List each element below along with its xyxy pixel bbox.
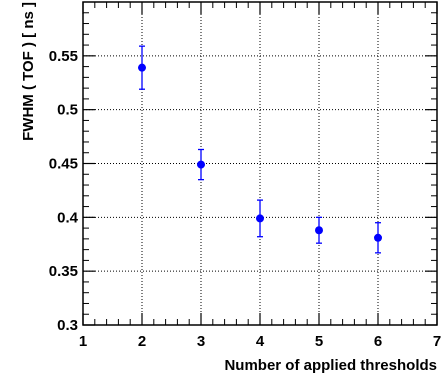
x-tick-label: 6 bbox=[374, 333, 382, 350]
y-axis-title: FWHM ( TOF ) [ ns ] bbox=[20, 2, 37, 141]
x-tick-label: 4 bbox=[256, 333, 265, 350]
axis-ticks bbox=[82, 2, 438, 326]
data-point bbox=[256, 214, 264, 223]
x-tick-label: 3 bbox=[197, 333, 205, 350]
x-tick-labels: 1 2 3 4 5 6 7 bbox=[79, 333, 441, 350]
y-tick-label: 0.35 bbox=[49, 263, 78, 280]
data-point bbox=[374, 233, 382, 242]
x-tick-label: 1 bbox=[79, 333, 87, 350]
data-series bbox=[138, 45, 382, 254]
y-tick-label: 0.55 bbox=[49, 48, 78, 65]
x-tick-label: 2 bbox=[138, 333, 146, 350]
x-tick-label: 7 bbox=[433, 333, 441, 350]
data-point bbox=[138, 63, 146, 72]
y-tick-label: 0.4 bbox=[57, 209, 79, 226]
data-point bbox=[197, 160, 205, 169]
y-tick-labels: 0.3 0.35 0.4 0.45 0.5 0.55 bbox=[49, 48, 79, 334]
x-axis-title: Number of applied thresholds bbox=[224, 357, 437, 374]
data-point bbox=[315, 226, 323, 235]
grid bbox=[83, 2, 437, 325]
y-tick-label: 0.45 bbox=[49, 156, 78, 173]
y-tick-label: 0.5 bbox=[57, 102, 78, 119]
x-tick-label: 5 bbox=[315, 333, 323, 350]
y-tick-label: 0.3 bbox=[57, 317, 78, 334]
